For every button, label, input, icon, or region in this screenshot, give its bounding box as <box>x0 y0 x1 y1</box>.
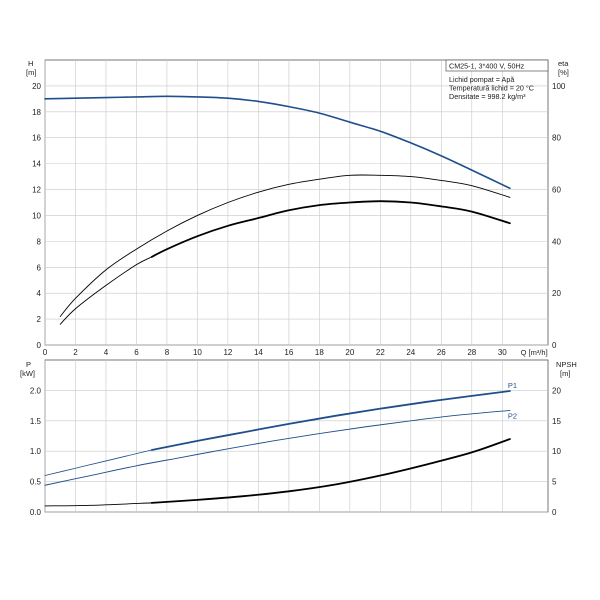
top-left-tick-label: 8 <box>37 237 42 246</box>
top-left-tick-label: 10 <box>32 211 41 220</box>
bottom-right-tick-label: 10 <box>552 447 561 456</box>
top-series-line-3 <box>150 200 511 258</box>
series-label-p2: P2 <box>508 411 517 420</box>
top-left-tick-label: 16 <box>32 134 41 143</box>
x-tick-label: 14 <box>254 348 263 357</box>
bottom-right-tick-label: 20 <box>552 386 561 395</box>
top-right-tick-label: 20 <box>552 289 561 298</box>
info-box-title-frame <box>445 59 549 72</box>
x-tick-label: 8 <box>165 348 170 357</box>
bottom-right-tick-label: 5 <box>552 478 557 487</box>
top-left-axis-unit: [m] <box>26 68 36 77</box>
info-box-line: Lichid pompat = Apă <box>449 75 514 84</box>
x-tick-label: 26 <box>437 348 446 357</box>
x-tick-label: 2 <box>73 348 78 357</box>
x-tick-label: 0 <box>43 348 48 357</box>
top-panel-frame <box>44 59 549 346</box>
series-label-p1: P1 <box>508 381 517 390</box>
x-tick-label: 16 <box>284 348 293 357</box>
x-tick-label: 4 <box>104 348 109 357</box>
bottom-right-axis-title: NPSH <box>556 360 577 369</box>
bottom-right-axis-unit: [m] <box>560 369 570 378</box>
info-box-title: CM25-1, 3*400 V, 50Hz <box>449 62 525 71</box>
top-right-axis-unit: [%] <box>558 68 569 77</box>
top-left-tick-label: 12 <box>32 186 41 195</box>
bottom-right-tick-label: 0 <box>552 508 557 517</box>
top-left-tick-label: 0 <box>37 341 42 350</box>
top-series-line-0 <box>44 95 511 190</box>
bottom-left-tick-label: 2.0 <box>30 386 42 395</box>
bottom-left-tick-label: 0.0 <box>30 508 42 517</box>
x-tick-label: 22 <box>376 348 385 357</box>
bottom-left-axis-title: P <box>26 360 31 369</box>
top-left-tick-label: 14 <box>32 160 41 169</box>
x-tick-label: 24 <box>406 348 415 357</box>
x-tick-label: 20 <box>345 348 354 357</box>
bottom-right-tick-label: 15 <box>552 417 561 426</box>
info-box-line: Densitate = 998.2 kg/m³ <box>449 92 526 101</box>
info-box-line: Temperatură lichid = 20 °C <box>449 84 534 93</box>
top-left-tick-label: 2 <box>37 315 42 324</box>
top-left-axis-title: H <box>28 59 33 68</box>
top-right-tick-label: 60 <box>552 186 561 195</box>
x-tick-label: 10 <box>193 348 202 357</box>
x-tick-label: 18 <box>315 348 324 357</box>
top-right-tick-label: 80 <box>552 134 561 143</box>
top-series-line-1 <box>59 174 511 317</box>
x-axis-label: Q [m³/h] <box>521 348 548 357</box>
x-tick-label: 12 <box>223 348 232 357</box>
top-right-tick-label: 40 <box>552 237 561 246</box>
bottom-series-line-3 <box>44 502 153 507</box>
bottom-series-line-4 <box>150 438 511 504</box>
bottom-left-tick-label: 1.5 <box>30 417 42 426</box>
bottom-series-line-1 <box>150 390 511 451</box>
bottom-left-tick-label: 0.5 <box>30 478 42 487</box>
top-right-tick-label: 100 <box>552 82 566 91</box>
bottom-series-line-0 <box>44 449 153 476</box>
top-left-tick-label: 18 <box>32 108 41 117</box>
x-tick-label: 28 <box>467 348 476 357</box>
bottom-left-tick-label: 1.0 <box>30 447 42 456</box>
bottom-series-line-2 <box>44 410 511 486</box>
bottom-left-axis-unit: [kW] <box>20 369 35 378</box>
top-left-tick-label: 20 <box>32 82 41 91</box>
top-left-tick-label: 6 <box>37 263 42 272</box>
x-tick-label: 30 <box>498 348 507 357</box>
top-left-tick-label: 4 <box>37 289 42 298</box>
x-tick-label: 6 <box>134 348 139 357</box>
top-right-axis-title: eta <box>558 59 569 68</box>
top-right-tick-label: 0 <box>552 341 557 350</box>
bottom-panel-frame <box>44 359 549 513</box>
top-series-line-2 <box>59 256 153 325</box>
